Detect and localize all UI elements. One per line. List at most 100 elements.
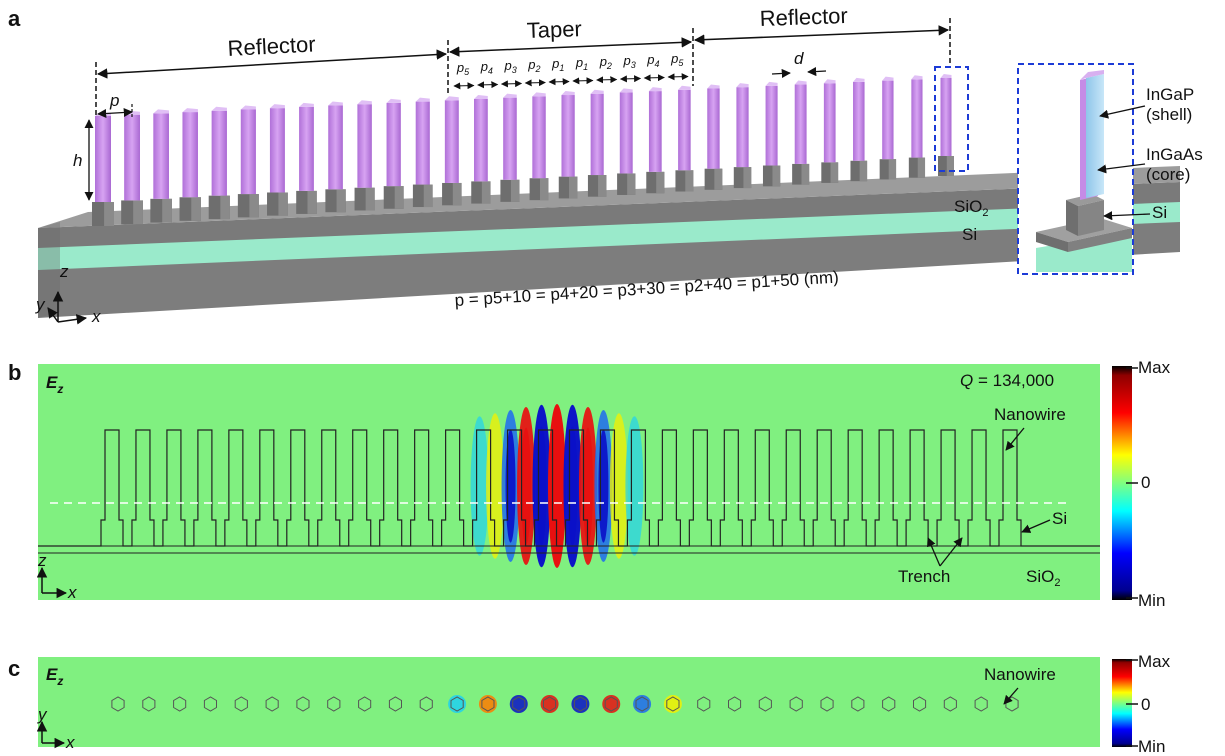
nanowire <box>357 104 372 188</box>
sio2-label: SiO2 <box>954 197 988 219</box>
axis-x-b: x <box>67 583 77 602</box>
nanowire-top <box>853 77 865 82</box>
colorbar-c <box>1112 659 1132 747</box>
nanowire <box>299 106 314 191</box>
pedestal-side <box>888 159 897 180</box>
nanowire-top <box>765 81 778 86</box>
nanowire-hexagon <box>296 696 310 712</box>
nanowire-hexagon <box>481 696 495 712</box>
nanowire <box>240 109 256 195</box>
pedestal-side <box>685 170 694 192</box>
nanowire-hexagon <box>851 696 865 712</box>
nanowire-top <box>648 87 662 92</box>
colorbar-b-max: Max <box>1138 358 1171 377</box>
trench-arrow-1 <box>927 537 941 567</box>
substrate <box>38 166 1180 318</box>
pedestal-side <box>569 176 578 199</box>
pedestal-side <box>714 168 723 190</box>
panel-b-letter: b <box>8 360 21 385</box>
field-lobe-core <box>582 427 593 545</box>
d-arrow-right <box>807 67 827 77</box>
nanowire <box>678 89 691 171</box>
panel-a-letter: a <box>8 6 21 31</box>
nanowire-hexagon <box>450 696 464 712</box>
nanowire <box>940 78 952 156</box>
nanowire-top <box>707 84 720 89</box>
taper-period-arrow <box>453 82 475 90</box>
nanowire-top <box>678 85 691 90</box>
nanowire <box>648 91 662 172</box>
nanowire-hexagon <box>203 696 217 712</box>
inset-si-arrow <box>1103 211 1151 221</box>
nanowire <box>474 98 488 182</box>
nanowire-top <box>911 75 923 80</box>
nanowire <box>590 93 604 176</box>
inset-ingaas: InGaAs <box>1146 145 1203 164</box>
nanowire-hexagon <box>913 696 927 712</box>
inset-core: (core) <box>1146 165 1190 184</box>
nanowire <box>95 116 111 202</box>
nanowire-label-b: Nanowire <box>994 405 1066 424</box>
axis-y-a: y <box>35 295 46 314</box>
nanowire <box>153 113 169 199</box>
nanowire-hexagon <box>697 696 711 712</box>
field-map-c <box>38 657 1100 747</box>
nanowire <box>619 92 633 174</box>
nanowire <box>794 84 807 164</box>
nanowire-top <box>736 83 749 88</box>
inset-ingap: InGaP <box>1146 85 1194 104</box>
axes-c <box>36 720 66 749</box>
sio2-label-b: SiO2 <box>1026 567 1060 589</box>
nanowire-hexagon <box>142 696 156 712</box>
taper-period-label: p4 <box>480 59 493 76</box>
nanowire <box>736 87 749 168</box>
trench-label: Trench <box>898 567 950 586</box>
nanowire-top <box>561 91 575 96</box>
taper-period-arrow <box>477 81 499 89</box>
inset-core-arrow <box>1097 163 1146 174</box>
h-label: h <box>73 151 82 170</box>
taper-period-label: p1 <box>575 55 588 72</box>
axis-z-b: z <box>37 551 47 570</box>
axis-x-a: x <box>91 307 101 326</box>
nanowire-hexagon <box>882 696 896 712</box>
p-arrow <box>97 107 133 119</box>
nanowire-top <box>590 89 604 94</box>
field-lobe <box>470 416 489 556</box>
si-label: Si <box>962 225 977 244</box>
nanowire-arrow-c <box>1003 687 1019 705</box>
pedestal-side <box>656 171 665 194</box>
taper-period-label: p2 <box>527 57 540 74</box>
nanowire-hexagon <box>543 696 557 712</box>
nanowire-hexagon <box>789 696 803 712</box>
taper-arrow <box>448 37 693 57</box>
nanowire <box>532 96 546 179</box>
pedestal-side <box>510 179 520 202</box>
nanowire <box>328 105 343 190</box>
axis-z-a: z <box>59 262 69 281</box>
field-label-c: Ez <box>46 665 63 688</box>
pedestal-side <box>627 173 636 195</box>
nanowire <box>853 81 865 161</box>
taper-period-label: p5 <box>456 60 470 77</box>
nanowire <box>503 97 517 180</box>
reflector-left-arrow <box>96 49 448 79</box>
axis-x-c: x <box>65 733 75 752</box>
field-label-b: Ez <box>46 373 63 396</box>
nanowire <box>415 101 430 185</box>
nanowire-top <box>823 79 836 84</box>
nanowire-hexagon <box>728 696 742 712</box>
nanowire-top <box>182 108 198 113</box>
nanowire <box>386 102 401 187</box>
nanowire-hexagon <box>512 696 526 712</box>
nanowire <box>707 88 720 169</box>
nanowire <box>211 110 227 196</box>
trench-arrow-2 <box>939 537 963 567</box>
taper-period-labels: p5 p4 p3 p2 p1 p1 p2 p3 p4 p5 <box>453 51 689 90</box>
nanowire-arrow-b <box>1005 427 1025 451</box>
nanowire-top <box>882 76 894 81</box>
nanowire-hexagon <box>173 696 187 712</box>
pedestal-side <box>917 157 926 178</box>
pedestal-side <box>539 178 549 201</box>
